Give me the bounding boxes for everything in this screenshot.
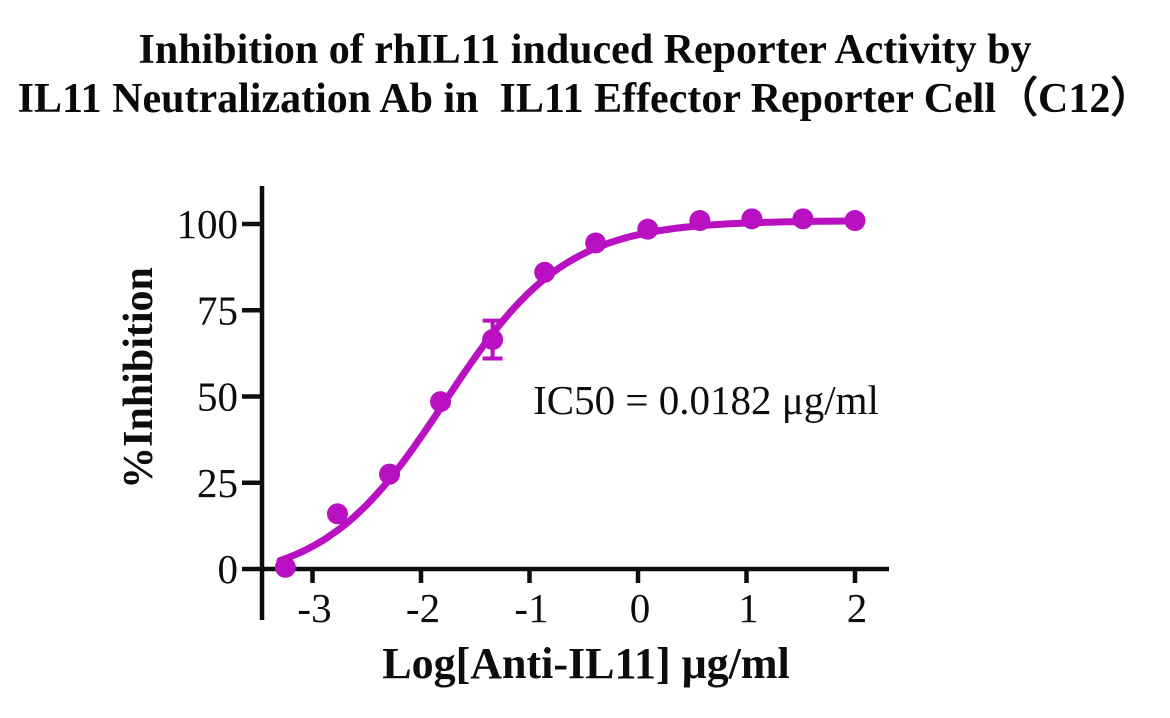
- y-tick-label: 100: [177, 201, 239, 247]
- chart-title: Inhibition of rhIL11 induced Reporter Ac…: [0, 26, 1170, 124]
- x-tick-label: 2: [847, 585, 868, 631]
- data-point: [430, 391, 452, 413]
- y-tick-label: 50: [197, 374, 238, 420]
- x-tick-label: 0: [630, 585, 651, 631]
- data-point: [326, 503, 348, 525]
- data-point: [792, 208, 814, 230]
- data-point: [844, 210, 866, 232]
- data-point: [637, 218, 659, 240]
- data-point: [534, 261, 556, 283]
- x-tick-label: -2: [406, 585, 440, 631]
- data-point: [585, 232, 607, 254]
- x-tick-label: -3: [297, 585, 331, 631]
- data-point: [741, 208, 763, 230]
- x-tick-label: -1: [514, 585, 548, 631]
- y-tick-label: 75: [197, 287, 238, 333]
- data-point: [274, 556, 296, 578]
- x-tick-label: 1: [738, 585, 759, 631]
- chart-title-line1: Inhibition of rhIL11 induced Reporter Ac…: [138, 27, 1032, 73]
- y-axis-title: %Inhibition: [116, 267, 162, 489]
- data-point: [689, 210, 711, 232]
- ic50-annotation: IC50 = 0.0182 μg/ml: [533, 377, 879, 423]
- y-tick-label: 0: [218, 546, 239, 592]
- x-axis-title: Log[Anti-IL11] μg/ml: [382, 639, 790, 688]
- data-point: [379, 463, 401, 485]
- y-tick-label: 25: [197, 460, 238, 506]
- data-point: [482, 329, 504, 351]
- chart-title-line2: IL11 Neutralization Ab in IL11 Effector …: [17, 76, 1153, 122]
